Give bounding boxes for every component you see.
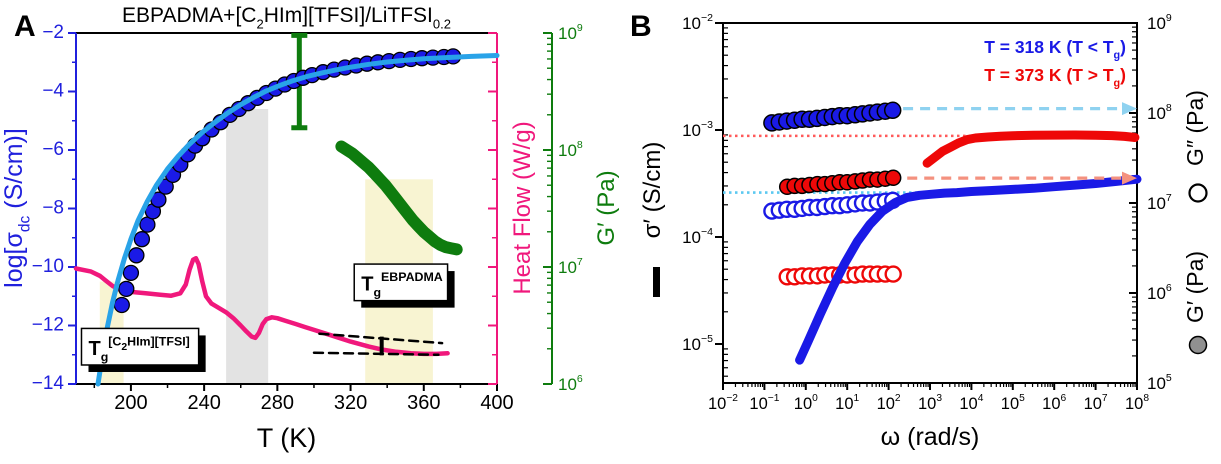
gprime-curve: [335, 140, 463, 256]
panel-a-x-label: T (K): [257, 423, 317, 453]
panel-b-y-tick-label: 10−4: [682, 226, 713, 247]
panel-b-right-axis: 109 108 107 106 105 G″ (Pa) G′ (Pa): [1129, 12, 1208, 393]
panel-a-gprime-tick-label: 107: [558, 256, 583, 277]
panel-b-x-tick-label: 108: [1125, 393, 1149, 413]
panel-b-letter: B: [630, 10, 652, 43]
panel-b-right-tick-label: 107: [1147, 192, 1172, 213]
panel-a-x-axis: 200 240 280 320 360 400 T (K): [93, 384, 514, 453]
panel-a-x-tick-label: 320: [334, 392, 367, 414]
panel-a-y-tick-label: −12: [32, 315, 64, 336]
open-circle-marker-icon: [1188, 183, 1208, 203]
highlight-band-1: [226, 109, 269, 384]
panel-b-x-tick-label: 107: [1084, 393, 1108, 413]
annotation-text: TgEBPADMA: [361, 270, 443, 300]
panel-a-x-tick-label: 240: [187, 392, 220, 414]
panel-b-right-tick-label: 105: [1147, 372, 1172, 393]
sigma-373-curve: [922, 130, 1140, 168]
panel-a-x-tick-label: 280: [261, 392, 294, 414]
panel-b-y-tick-label: 10−3: [682, 119, 713, 140]
panel-b-x-tick-label: 105: [1001, 393, 1025, 413]
vft-fit-line: [95, 53, 500, 387]
annotation-text: Tg[C2HIm][TFSI]: [88, 334, 189, 364]
panel-a-y-label: log[σdc (S/cm)]: [0, 128, 34, 288]
panel-a-gprime-tick-label: 108: [558, 139, 583, 160]
panel-b-x-tick-label: 10−1: [749, 393, 779, 413]
panel-a-gprime-axis: 109 108 107 106 G′ (Pa): [543, 22, 620, 394]
annotation-tg-ebpadma: TgEBPADMA: [353, 263, 455, 308]
panel-b-right-tick-label: 108: [1147, 102, 1172, 123]
gprime-373-points: [778, 169, 902, 196]
panel-a-gprime-tick-label: 106: [558, 373, 583, 394]
gdoubleprime-318-points: [763, 191, 902, 220]
panel-a-y-tick-label: −4: [42, 81, 64, 102]
panel-a-heatflow-axis: Heat Flow (W/g): [488, 32, 536, 385]
panel-b: 10−2 10−1 100 101 102 103 104 105 106 107 108 ω (ra…: [630, 10, 1208, 451]
tg-tangent-lower: [312, 351, 440, 357]
panel-a-y-tick-label: −14: [32, 373, 65, 394]
panel-b-x-tick-label: 102: [877, 393, 901, 413]
panel-b-right-tick-label: 109: [1147, 12, 1172, 33]
panel-a-gprime-label: G′ (Pa): [593, 170, 620, 245]
panel-b-gdoubleprime-label: G″ (Pa): [1182, 90, 1208, 166]
annotation-tg-il: Tg[C2HIm][TFSI]: [80, 327, 206, 372]
line-style-symbol: [653, 267, 660, 297]
gprime-318-arrow: [903, 102, 1137, 116]
panel-b-y-tick-label: 10−5: [682, 333, 713, 354]
panel-a: 200 240 280 320 360 400 T (K) −2 −4 −6 −8 −10 −12 −14…: [0, 4, 620, 453]
panel-a-gprime-tick-label: 109: [558, 22, 583, 43]
panel-b-x-tick-label: 10−2: [708, 393, 738, 413]
panel-b-x-tick-label: 106: [1042, 393, 1066, 413]
legend-373: T = 373 K (T > Tg): [984, 65, 1126, 89]
panel-b-x-tick-label: 101: [835, 393, 859, 413]
panel-b-x-tick-label: 104: [959, 393, 983, 413]
panel-a-left-axis: −2 −4 −6 −8 −10 −12 −14 log[σdc (S/cm)]: [0, 22, 76, 394]
legend-318: T = 318 K (T < Tg): [984, 37, 1126, 61]
panel-b-x-tick-label: 100: [794, 393, 818, 413]
panel-a-title: EBPADMA+[C2HIm][TFSI]/LiTFSI0.2: [122, 4, 451, 31]
panel-a-y-tick-label: −8: [42, 198, 64, 219]
sigma-318-curve: [795, 174, 1142, 365]
gprime-373-arrow: [907, 171, 1137, 185]
panel-b-x-label: ω (rad/s): [881, 423, 980, 451]
panel-b-gprime-label: G′ (Pa): [1182, 251, 1208, 323]
panel-a-y-tick-label: −6: [42, 139, 64, 160]
panel-a-x-tick-label: 200: [114, 392, 147, 414]
gprime-318-points: [763, 101, 902, 132]
panel-b-legend: T = 318 K (T < Tg) T = 373 K (T > Tg): [984, 37, 1126, 89]
panel-a-y-tick-label: −2: [42, 22, 64, 43]
panel-a-heatflow-label: Heat Flow (W/g): [509, 121, 536, 294]
heat-flow-curve: [73, 255, 450, 357]
panel-a-y-tick-label: −10: [32, 256, 64, 277]
panel-b-x-tick-label: 103: [918, 393, 942, 413]
filled-circle-marker-icon: [1188, 335, 1208, 355]
panel-b-y-tick-label: 10−2: [682, 12, 713, 33]
panel-a-letter: A: [14, 10, 36, 43]
panel-b-x-axis: 10−2 10−1 100 101 102 103 104 105 106 107 108 ω (ra…: [708, 383, 1149, 451]
panel-b-y-label: σ′ (S/cm): [639, 142, 666, 239]
panel-b-right-tick-label: 106: [1147, 282, 1172, 303]
panel-b-left-axis: 10−2 10−3 10−4 10−5 σ′ (S/cm): [639, 12, 728, 377]
panel-a-x-tick-label: 400: [480, 392, 513, 414]
panel-a-x-tick-label: 360: [407, 392, 440, 414]
